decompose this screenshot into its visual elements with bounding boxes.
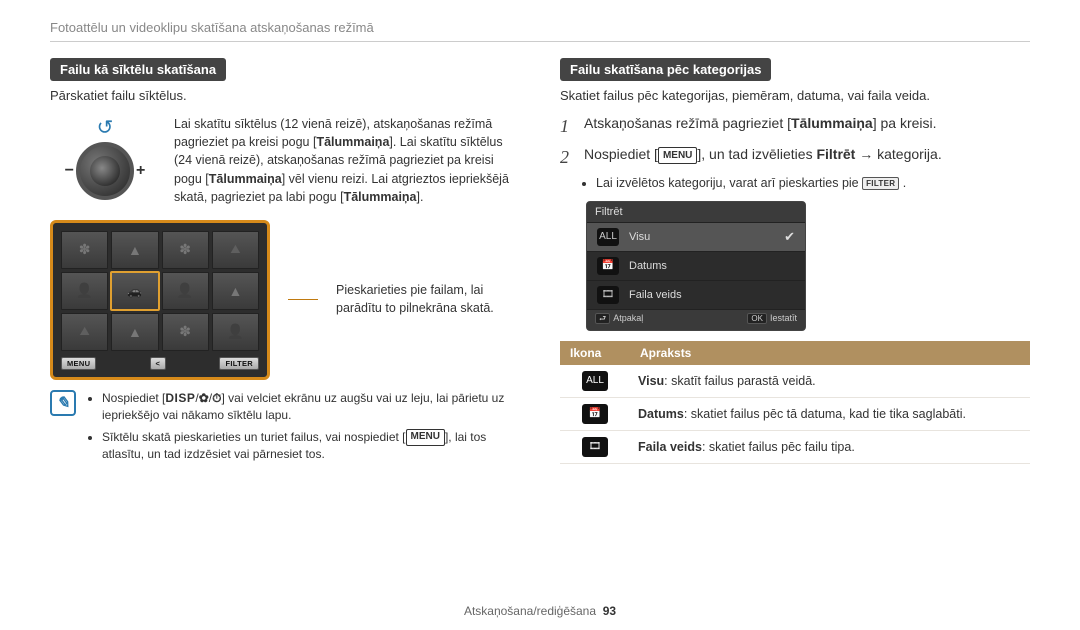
screen-filter-button[interactable]: FILTER (219, 357, 259, 370)
calendar-icon: 📅 (582, 404, 608, 424)
dial-instructions: Lai skatītu sīktēlus (12 vienā reizē), a… (174, 115, 520, 206)
check-icon: ✔ (784, 229, 795, 245)
filter-menu-screenshot: Filtrēt ALL Visu ✔ 📅 Datums 🎞 Faila veid… (586, 201, 806, 331)
plus-icon: + (136, 162, 145, 180)
table-row: 📅 Datums: skatiet failus pēc tā datuma, … (560, 397, 1030, 430)
filter-item-date[interactable]: 📅 Datums (587, 252, 805, 281)
note-item-1: Nospiediet [DISP/✿/⏱] vai velciet ekrānu… (102, 390, 520, 425)
callout-text: Pieskarieties pie failam, lai parādītu t… (336, 282, 520, 317)
dial-arrow-icon: ↺ (97, 115, 114, 140)
description-table: Ikona Apraksts ALL Visu: skatīt failus p… (560, 341, 1030, 464)
note-item-2: Sīktēlu skatā pieskarieties un turiet fa… (102, 429, 520, 464)
menu-key-2: MENU (658, 147, 697, 164)
zoom-dial-icon (76, 142, 134, 200)
screen-menu-button[interactable]: MENU (61, 357, 96, 370)
thumbnail-grid (61, 231, 259, 351)
th-desc: Apraksts (630, 341, 1030, 365)
selected-thumb[interactable] (111, 272, 158, 310)
thumbnail-screen: MENU < FILTER (50, 220, 270, 380)
breadcrumb: Fotoattēlu un videoklipu skatīšana atska… (50, 20, 1030, 35)
right-column: Failu skatīšana pēc kategorijas Skatiet … (560, 58, 1030, 467)
filter-menu-title: Filtrēt (587, 202, 805, 223)
step-1: 1 Atskaņošanas režīmā pagrieziet [Tālumm… (560, 113, 1030, 140)
note-list: Nospiediet [DISP/✿/⏱] vai velciet ekrānu… (86, 390, 520, 468)
filetype-icon: 🎞 (597, 286, 619, 304)
page-footer: Atskaņošana/rediģēšana 93 (0, 604, 1080, 618)
left-column: Failu kā sīktēlu skatīšana Pārskatiet fa… (50, 58, 520, 467)
sub-bullet: Lai izvēlētos kategoriju, varat arī pies… (596, 175, 1030, 193)
th-icon: Ikona (560, 341, 630, 365)
note-icon: ✎ (50, 390, 76, 416)
screen-share-button[interactable]: < (150, 357, 167, 370)
minus-icon: − (65, 162, 74, 180)
right-heading: Failu skatīšana pēc kategorijas (560, 58, 771, 81)
filter-item-all[interactable]: ALL Visu ✔ (587, 223, 805, 252)
all-icon: ALL (582, 371, 608, 391)
left-intro: Pārskatiet failu sīktēlus. (50, 87, 520, 105)
table-row: 🎞 Faila veids: skatiet failus pēc failu … (560, 430, 1030, 463)
filter-key: FILTER (862, 177, 899, 190)
callout-line (288, 299, 318, 300)
calendar-icon: 📅 (597, 257, 619, 275)
step-2: 2 Nospiediet [MENU], un tad izvēlieties … (560, 144, 1030, 171)
divider (50, 41, 1030, 42)
right-intro: Skatiet failus pēc kategorijas, piemēram… (560, 87, 1030, 105)
left-heading: Failu kā sīktēlu skatīšana (50, 58, 226, 81)
filter-item-filetype[interactable]: 🎞 Faila veids (587, 281, 805, 310)
menu-key: MENU (406, 429, 445, 446)
disp-key: DISP (165, 391, 195, 405)
filetype-icon: 🎞 (582, 437, 608, 457)
dial-illustration: ↺ − + (50, 115, 160, 200)
table-row: ALL Visu: skatīt failus parastā veidā. (560, 365, 1030, 398)
all-icon: ALL (597, 228, 619, 246)
